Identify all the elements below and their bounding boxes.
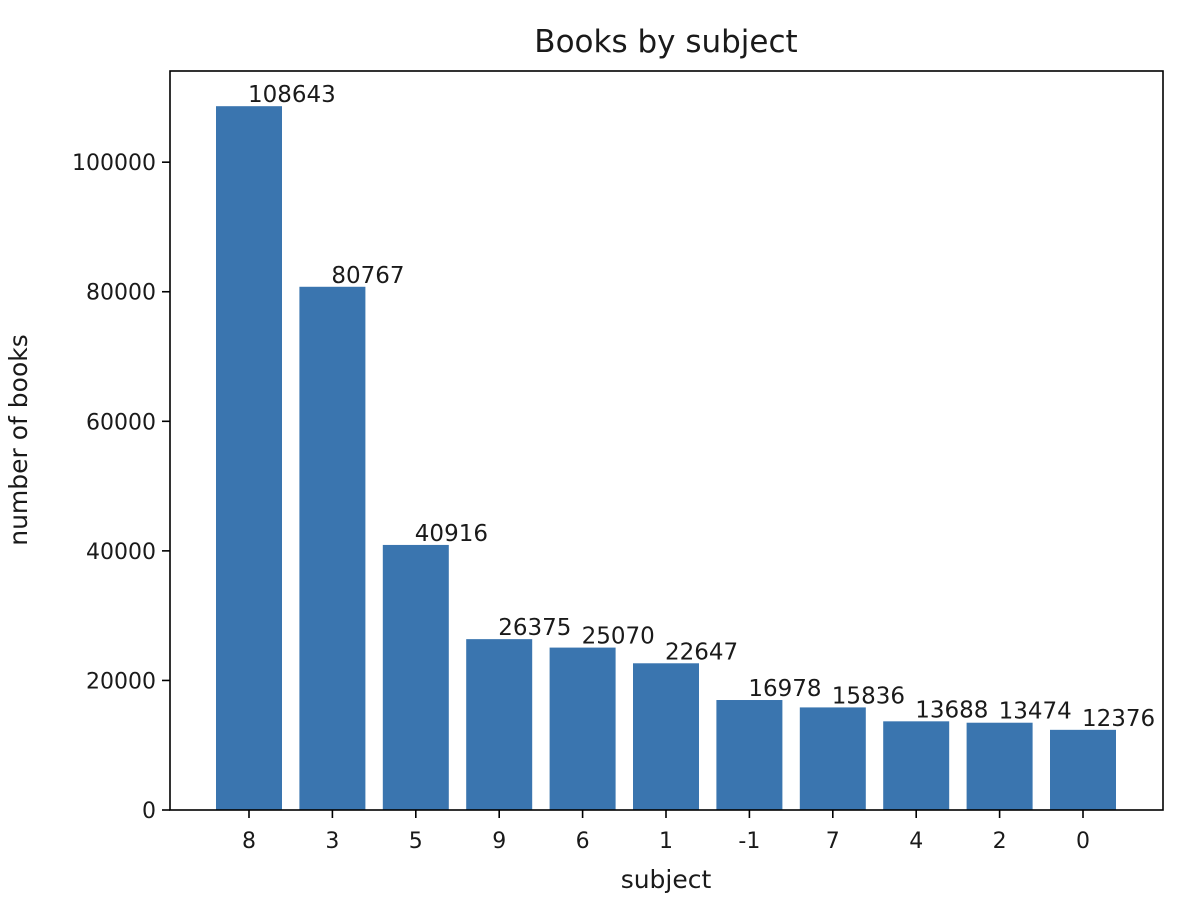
x-tick-label-7: 7 [826, 829, 840, 854]
y-axis: 0 20000 40000 60000 80000 100000 [72, 151, 170, 824]
y-tick-label-80000: 80000 [86, 281, 156, 306]
chart-title: Books by subject [534, 24, 797, 60]
bar-0 [1050, 729, 1116, 810]
data-label-2: 13474 [999, 699, 1072, 725]
data-label-8: 108643 [248, 82, 336, 108]
x-tick-label-5: 5 [409, 829, 423, 854]
data-label-4: 13688 [915, 697, 988, 723]
data-labels-layer: 108643 80767 40916 26375 25070 22647 16978 1583… [248, 82, 1155, 732]
x-tick-label-9: 9 [492, 829, 506, 854]
bars-layer [216, 106, 1116, 810]
x-axis: 8 3 5 9 6 1 -1 7 4 2 0 [242, 810, 1090, 854]
data-label-9: 26375 [498, 615, 571, 641]
bar-9 [466, 639, 533, 810]
x-tick-label-8: 8 [242, 829, 256, 854]
x-tick-label--1: -1 [738, 829, 760, 854]
data-label-6: 25070 [582, 624, 655, 650]
y-tick-label-60000: 60000 [86, 410, 156, 435]
data-label-3: 80767 [331, 263, 404, 289]
y-tick-label-100000: 100000 [72, 151, 156, 176]
data-label-7: 15836 [832, 683, 905, 709]
data-label-1: 22647 [665, 639, 738, 665]
bar-5 [382, 544, 449, 810]
data-label--1: 16978 [748, 676, 821, 702]
bar-4 [883, 721, 950, 810]
x-tick-label-6: 6 [576, 829, 590, 854]
bar-8 [216, 106, 282, 810]
x-tick-label-2: 2 [993, 829, 1007, 854]
data-label-5: 40916 [415, 521, 488, 547]
bar-6 [549, 647, 616, 810]
bar-7 [799, 707, 866, 810]
x-tick-label-1: 1 [659, 829, 673, 854]
bar-3 [299, 286, 366, 810]
x-tick-label-3: 3 [325, 829, 339, 854]
y-tick-label-40000: 40000 [86, 540, 156, 565]
y-tick-label-0: 0 [142, 799, 156, 824]
x-axis-label: subject [621, 865, 712, 894]
bar--1 [716, 700, 783, 810]
y-tick-label-20000: 20000 [86, 669, 156, 694]
y-axis-label: number of books [4, 334, 33, 546]
plot-frame [169, 70, 1164, 811]
x-tick-label-0: 0 [1076, 829, 1090, 854]
bar-2 [966, 722, 1033, 810]
data-label-0: 12376 [1082, 706, 1155, 732]
x-tick-label-4: 4 [909, 829, 923, 854]
bar-1 [633, 663, 699, 810]
